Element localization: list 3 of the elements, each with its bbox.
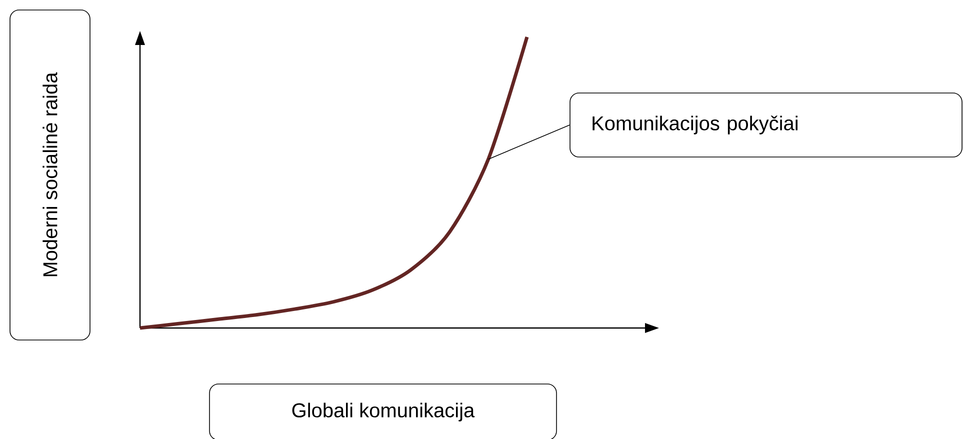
- x-axis-title: Globali komunikacija: [292, 402, 475, 422]
- y-axis-title: Moderni socialinė raida: [42, 72, 58, 276]
- text: Komunikacijos pokyčiai: [592, 116, 798, 134]
